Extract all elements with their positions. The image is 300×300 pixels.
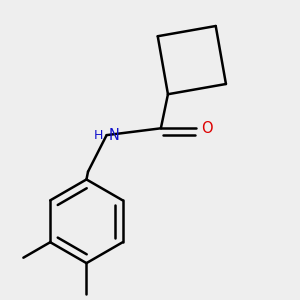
Text: H: H — [94, 129, 103, 142]
Text: N: N — [108, 128, 119, 142]
Text: O: O — [201, 121, 213, 136]
